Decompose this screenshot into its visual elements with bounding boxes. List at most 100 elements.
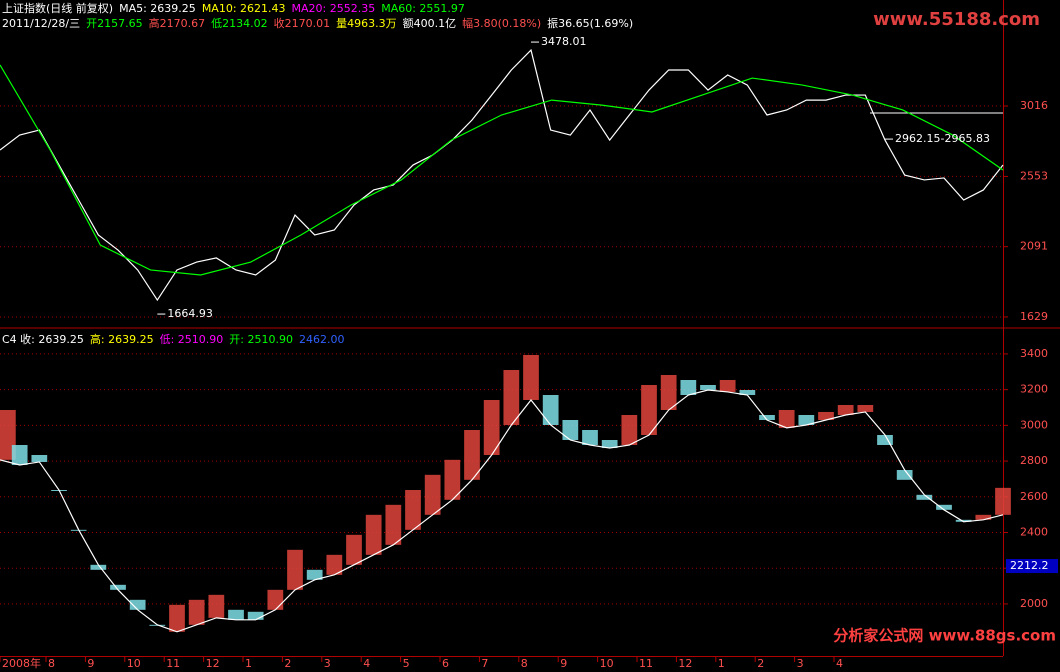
indicator-bar <box>31 455 48 462</box>
x-tick-label: 3 <box>324 657 331 670</box>
header-item: 高2170.67 <box>148 17 206 30</box>
x-tick-label: 9 <box>87 657 94 670</box>
watermark: 分析家公式网 www.88gs.com <box>833 627 1056 645</box>
indicator-bar <box>464 430 480 480</box>
indicator-bar <box>759 415 775 420</box>
x-tick-label: 11 <box>166 657 180 670</box>
indicator-bar <box>287 549 303 590</box>
indicator-bar <box>719 380 736 392</box>
indicator-bar <box>110 584 126 590</box>
y-tick-label: 3400 <box>1020 347 1048 360</box>
x-tick-label: 11 <box>639 657 653 670</box>
indicator-bar <box>778 410 795 428</box>
x-tick-label: 10 <box>600 657 614 670</box>
x-tick-label: 4 <box>836 657 843 670</box>
y-tick-label: 3000 <box>1020 418 1048 431</box>
x-tick-label: 12 <box>678 657 692 670</box>
header-item: 开2157.65 <box>86 17 143 30</box>
indicator-bar <box>680 380 697 395</box>
indicator-bar <box>385 504 402 545</box>
indicator-bar <box>129 599 146 610</box>
y-tick-label: 1629 <box>1020 310 1048 323</box>
header-item: 幅3.80(0.18%) <box>462 17 542 30</box>
annotation: 3478.01 <box>541 35 587 48</box>
header-item: 振36.65(1.69%) <box>547 17 634 30</box>
header-item: 开: 2510.90 <box>229 333 293 346</box>
indicator-bar <box>11 445 28 465</box>
indicator-bar <box>621 415 638 445</box>
annotation: 1664.93 <box>167 307 213 320</box>
x-tick-label: 3 <box>797 657 804 670</box>
indicator-bar <box>700 385 716 390</box>
indicator-bar <box>444 459 461 500</box>
x-tick-label: 2008年 <box>2 656 41 670</box>
header-item: 2462.00 <box>298 333 345 346</box>
price-line <box>0 48 1004 302</box>
y-tick-label: 2000 <box>1020 597 1048 610</box>
header-item: 2011/12/28/三 <box>2 17 81 30</box>
y-tick-label: 2800 <box>1020 454 1048 467</box>
base-line <box>0 389 1004 633</box>
header-line: 上证指数(日线 前复权) MA5: 2639.25 MA10: 2621.43 MA2… <box>2 0 639 15</box>
header-item: 额400.1亿 <box>402 17 457 30</box>
indicator-bar <box>326 554 343 575</box>
x-tick-label: 12 <box>206 657 220 670</box>
indicator-bar <box>582 430 598 445</box>
indicator-bar <box>424 474 441 515</box>
header-item: 低2134.02 <box>211 17 268 30</box>
indicator-bar <box>660 375 677 410</box>
indicator-bar <box>405 490 421 530</box>
indicator-bar <box>169 604 185 632</box>
indicator-bar <box>523 355 539 400</box>
indicator-bar <box>228 609 244 620</box>
header-item: C4 收: 2639.25 <box>2 333 84 346</box>
x-tick-label: 8 <box>521 657 528 670</box>
main-header: 上证指数(日线 前复权) MA5: 2639.25 MA10: 2621.43 MA2… <box>2 0 639 30</box>
x-tick-label: 9 <box>560 657 567 670</box>
header-item: MA10: 2621.43 <box>201 2 286 15</box>
indicator-header: C4 收: 2639.25 高: 2639.25 低: 2510.90 开: 2510… <box>2 331 350 346</box>
indicator-bar <box>975 514 992 520</box>
indicator-bar <box>542 395 559 425</box>
indicator-bar <box>995 487 1011 515</box>
cursor-box <box>1006 559 1058 574</box>
indicator-bar <box>188 599 205 625</box>
x-tick-label: 6 <box>442 657 449 670</box>
header-item: MA5: 2639.25 <box>119 2 196 15</box>
indicator-bar <box>601 440 618 449</box>
indicator-bar <box>857 405 874 412</box>
indicator-bar <box>562 420 579 440</box>
indicator-bar <box>503 370 520 425</box>
y-tick-label: 3200 <box>1020 383 1048 396</box>
y-tick-label: 2091 <box>1020 240 1048 253</box>
y-tick-label: 2553 <box>1020 169 1048 182</box>
x-tick-label: 8 <box>48 657 55 670</box>
x-tick-label: 2 <box>757 657 764 670</box>
header-item: MA60: 2551.97 <box>381 2 465 15</box>
indicator-bar <box>818 411 834 420</box>
indicator-bar <box>641 385 657 435</box>
header-line: C4 收: 2639.25 高: 2639.25 低: 2510.90 开: 2510… <box>2 331 350 346</box>
indicator-bar <box>739 390 756 395</box>
y-tick-label: 3016 <box>1020 99 1048 112</box>
header-item: 上证指数(日线 前复权) <box>2 2 114 15</box>
cursor-label: 2212.2 <box>1010 559 1049 572</box>
indicator-bar <box>346 534 362 565</box>
header-item: 量4963.3万 <box>336 17 397 30</box>
y-tick-label: 2400 <box>1020 526 1048 539</box>
indicator-bar <box>896 470 913 480</box>
x-tick-label: 1 <box>245 657 252 670</box>
x-tick-label: 5 <box>403 657 410 670</box>
indicator-bar <box>208 594 225 618</box>
header-line: 2011/12/28/三 开2157.65 高2170.67 低2134.02 收217… <box>2 15 639 30</box>
x-tick-label: 2 <box>284 657 291 670</box>
y-tick-label: 2600 <box>1020 490 1048 503</box>
indicator-bar <box>837 405 854 415</box>
header-item: 收2170.01 <box>273 17 331 30</box>
watermark: www.55188.com <box>873 9 1040 30</box>
price-line <box>0 64 1004 276</box>
indicator-bar <box>247 611 264 620</box>
indicator-bar <box>798 415 815 425</box>
